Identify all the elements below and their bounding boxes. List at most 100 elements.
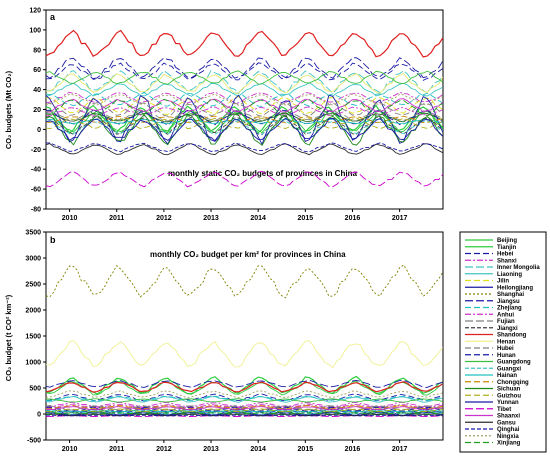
panel-a-x-tick-label: 2016 <box>345 215 361 222</box>
series-line-guizhou <box>45 117 444 130</box>
panel-a-y-tick-label: 120 <box>29 8 41 15</box>
panel-a-x-tick-label: 2015 <box>298 215 314 222</box>
series-line-jiangsu <box>45 57 444 80</box>
series-line-henan <box>45 73 444 94</box>
legend-label: Shandong <box>497 333 527 339</box>
panel-a-y-tick-label: -60 <box>31 187 41 194</box>
series-line-guangdong <box>45 70 444 85</box>
legend-label: Ningxia <box>497 434 519 440</box>
series-line-qinghai <box>46 414 443 417</box>
panel-b-y-tick-label: 2500 <box>25 282 41 289</box>
legend-label: Shanxi <box>497 258 517 264</box>
panel-b-y-axis-label: CO₂ budget (t CO² km⁻²) <box>4 294 13 381</box>
series-line-ningxia <box>45 390 443 399</box>
panel-a-y-tick-label: -40 <box>31 167 41 174</box>
series-line-hunan <box>45 109 444 126</box>
series-line-liaoning <box>45 82 444 97</box>
legend-label: Chongqing <box>497 380 529 386</box>
series-line-shandong <box>45 381 444 393</box>
legend-label: Liaoning <box>497 272 522 278</box>
legend-label: Jiangsu <box>497 299 520 305</box>
panel-b-y-tick-label: 3000 <box>25 256 41 263</box>
legend-label: Jilin <box>497 279 509 285</box>
series-line-chongqing <box>45 405 443 410</box>
panel-b-y-tick-label: 1000 <box>25 360 41 367</box>
panel-b-series-lines <box>45 264 444 418</box>
panel-b-title: monthly CO₂ budget per km² for provinces… <box>150 250 346 259</box>
panel-a-x-tick-label: 2010 <box>62 215 78 222</box>
series-line-zhejiang <box>45 395 443 402</box>
legend-label: Jiangxi <box>497 326 518 332</box>
series-line-jiangsu <box>45 379 443 388</box>
panel-a-axes: -80 -60 -40 -20 0 20 40 60 80 100 120 2010 2011 2012 2… <box>29 8 407 223</box>
legend-label: Inner Mongolia <box>497 265 540 271</box>
legend-label: Tianjin <box>497 245 517 251</box>
legend-label: Fujian <box>497 319 515 325</box>
panel-a-y-tick-label: 40 <box>33 87 41 94</box>
legend-label: Henan <box>497 339 516 345</box>
panel-a: a monthly static CO₂ budgets of province… <box>4 8 444 223</box>
series-line-henan <box>45 340 444 369</box>
series-line-shaanxi <box>45 98 444 113</box>
series-line-hubei <box>45 102 443 117</box>
panel-b-x-tick-label: 2012 <box>156 446 172 453</box>
legend-label: Sichuan <box>497 387 521 393</box>
panel-b-x-tick-label: 2014 <box>250 446 266 453</box>
panel-a-y-tick-label: 60 <box>33 67 41 74</box>
series-line-jilin <box>45 95 444 116</box>
series-line-xinjiang <box>45 98 443 117</box>
panel-b-y-tick-label: 2000 <box>25 308 41 315</box>
series-line-qinghai <box>45 142 443 153</box>
series-line-hainan <box>45 118 443 125</box>
panel-b-axes: -500 0 500 1000 1500 2000 2500 3000 3500 2010 2011… <box>25 230 407 454</box>
legend-label: Xinjiang <box>497 441 521 447</box>
series-line-tianjin <box>45 110 444 134</box>
legend-label: Tibet <box>497 407 511 413</box>
legend-label: Guizhou <box>497 393 521 399</box>
legend-label: Gansu <box>497 420 516 426</box>
panel-b-x-tick-label: 2016 <box>345 446 361 453</box>
panel-a-x-tick-label: 2014 <box>250 215 266 222</box>
panel-b-x-tick-label: 2017 <box>392 446 408 453</box>
panel-a-y-tick-label: 100 <box>29 27 41 34</box>
panel-a-y-tick-label: 0 <box>37 127 41 134</box>
panel-a-y-tick-label: -80 <box>31 207 41 214</box>
legend-label: Qinghai <box>497 427 520 433</box>
series-line-liaoning <box>45 396 443 403</box>
legend-label: Guangxi <box>497 366 521 372</box>
panel-a-y-tick-label: 20 <box>33 107 41 114</box>
legend-label: Zhejiang <box>497 306 522 312</box>
panel-a-series-lines <box>45 29 444 188</box>
legend-label: Shanghai <box>497 292 524 298</box>
panel-b-x-tick-label: 2010 <box>62 446 78 453</box>
panel-b-label: b <box>50 235 56 245</box>
series-line-jiangxi <box>45 115 444 136</box>
panel-b: b monthly CO₂ budget per km² for provinc… <box>4 230 444 454</box>
series-line-shandong <box>45 29 444 58</box>
panel-b-y-tick-label: 500 <box>29 386 41 393</box>
legend-label: Hubei <box>497 346 514 352</box>
panel-b-y-tick-label: -500 <box>27 438 41 445</box>
panel-b-x-tick-label: 2011 <box>109 446 124 453</box>
legend-label: Beijing <box>497 238 517 244</box>
panel-a-x-tick-label: 2012 <box>156 215 172 222</box>
panel-a-x-tick-label: 2013 <box>203 215 219 222</box>
series-line-shanghai <box>45 264 444 299</box>
legend-label: Shaanxi <box>497 414 520 420</box>
legend-label: Hunan <box>497 353 516 359</box>
legend-label: Guangdong <box>497 360 531 366</box>
panel-b-x-tick-label: 2015 <box>298 446 314 453</box>
panel-a-y-tick-label: 80 <box>33 47 41 54</box>
panel-a-title: monthly static CO₂ budgets of provinces … <box>168 169 357 178</box>
panel-b-y-tick-label: 3500 <box>25 230 41 237</box>
series-line-xinjiang <box>45 412 443 415</box>
legend-label: Heilongjiang <box>497 285 533 291</box>
legend-label: Yunnan <box>497 400 519 406</box>
series-line-chongqing <box>45 115 443 124</box>
series-line-ningxia <box>45 93 443 106</box>
panel-b-frame <box>45 231 444 441</box>
panel-a-label: a <box>50 12 56 22</box>
series-line-yunnan <box>45 117 444 142</box>
